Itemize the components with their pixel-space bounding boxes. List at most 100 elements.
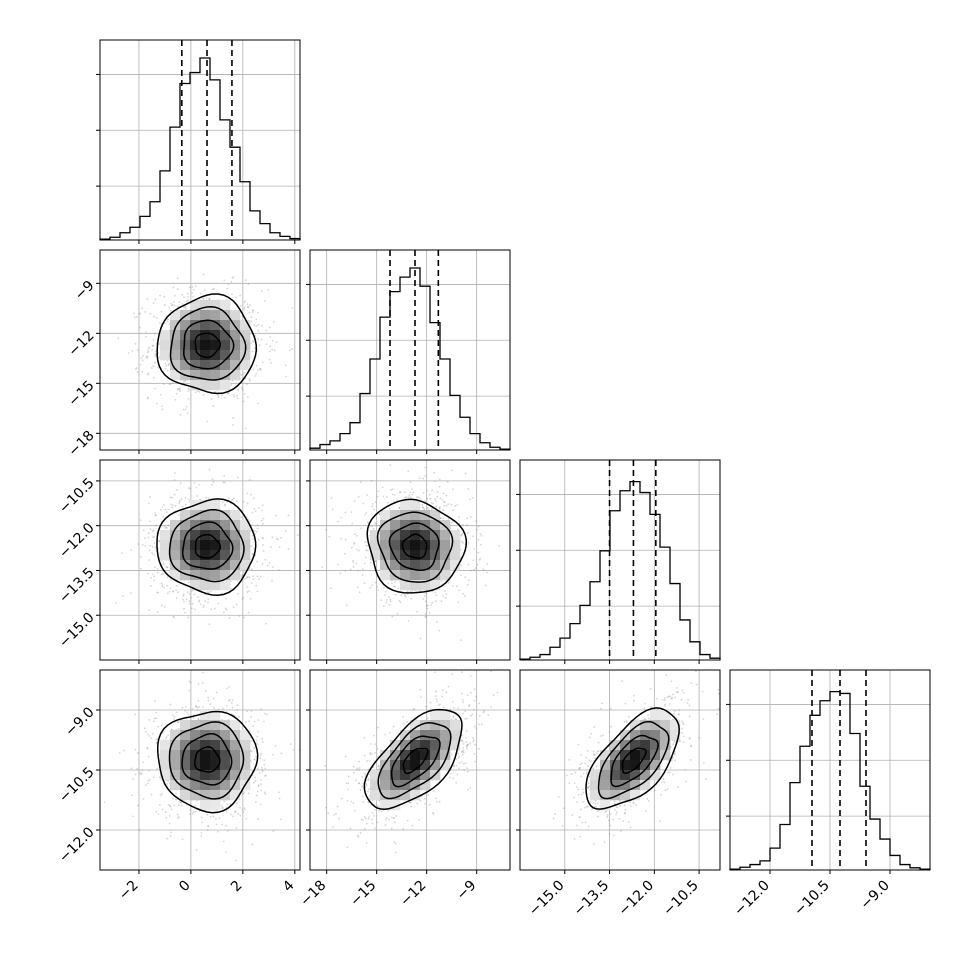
scatter-point <box>222 481 225 484</box>
scatter-point <box>176 813 179 816</box>
density-cell <box>240 330 251 341</box>
scatter-point <box>376 495 379 498</box>
scatter-point <box>170 304 173 307</box>
scatter-point <box>260 368 262 371</box>
scatter-point <box>466 532 469 534</box>
density-cell <box>630 730 641 741</box>
density-cell <box>180 540 191 551</box>
scatter-point <box>568 782 571 785</box>
scatter-point <box>375 523 377 526</box>
scatter-point <box>230 280 233 283</box>
histogram-bin <box>680 620 690 660</box>
scatter-point <box>467 541 470 544</box>
density-cell <box>230 530 241 541</box>
density-cell <box>600 750 611 761</box>
density-cell <box>400 580 411 591</box>
scatter-point <box>196 390 199 392</box>
scatter-point <box>582 791 585 794</box>
density-cell <box>160 330 171 341</box>
scatter-point <box>244 279 247 282</box>
scatter-point <box>256 527 259 530</box>
scatter-point <box>462 701 465 704</box>
scatter-point <box>458 589 460 592</box>
scatter-point <box>584 821 587 824</box>
scatter-point <box>672 773 674 776</box>
scatter-point <box>388 603 391 606</box>
scatter-point <box>484 584 487 587</box>
histogram-bin <box>770 848 780 870</box>
scatter-point <box>372 527 375 530</box>
scatter-point <box>353 500 356 502</box>
scatter-point <box>673 752 676 755</box>
scatter-point <box>411 488 414 491</box>
density-cell <box>640 780 651 791</box>
density-cell <box>220 570 231 581</box>
scatter-point <box>247 306 250 308</box>
scatter-point <box>271 579 273 582</box>
scatter-point <box>162 383 165 386</box>
density-cell <box>170 330 181 341</box>
scatter-point <box>240 516 242 519</box>
scatter-point <box>437 704 440 707</box>
scatter-point <box>418 477 421 480</box>
scatter-point <box>278 791 280 794</box>
scatter-point <box>206 420 209 423</box>
histogram-bin <box>190 73 200 240</box>
scatter-point <box>271 339 274 342</box>
scatter-point <box>580 808 582 811</box>
scatter-point <box>254 335 257 337</box>
density-cell <box>170 730 181 741</box>
density-cell <box>390 510 401 521</box>
scatter-point <box>147 779 149 782</box>
scatter-point <box>374 559 377 562</box>
scatter-point <box>473 760 476 763</box>
scatter-point <box>478 714 481 717</box>
scatter-point <box>184 611 186 614</box>
density-cell <box>640 720 651 731</box>
scatter-point <box>647 717 650 720</box>
scatter-point <box>424 475 427 477</box>
scatter-point <box>680 698 683 701</box>
scatter-point <box>170 808 173 811</box>
scatter-point <box>151 344 154 347</box>
density-cell <box>210 300 221 311</box>
scatter-point <box>388 818 390 821</box>
scatter-point <box>358 591 361 594</box>
scatter-point <box>462 762 465 765</box>
scatter-point <box>483 709 485 712</box>
x-tick-label: −10.5 <box>791 878 833 920</box>
scatter-point <box>429 708 432 711</box>
scatter-point <box>285 375 288 378</box>
scatter-point <box>416 496 419 499</box>
density-cell <box>420 580 431 591</box>
scatter-point <box>434 480 436 483</box>
scatter-point <box>577 793 580 796</box>
scatter-point <box>442 501 445 503</box>
scatter-point <box>241 575 243 578</box>
scatter-point <box>280 536 283 539</box>
scatter-point <box>252 308 255 311</box>
density-cell <box>210 520 221 531</box>
scatter-point <box>209 590 212 593</box>
scatter-point <box>262 543 264 546</box>
panel-frame <box>309 249 511 451</box>
density-cell <box>430 710 441 721</box>
scatter-point <box>673 753 676 756</box>
scatter-point <box>188 581 190 584</box>
scatter-point <box>661 698 664 701</box>
scatter-point <box>616 806 618 809</box>
scatter-point <box>175 596 178 599</box>
scatter-point <box>163 605 166 608</box>
scatter-point <box>430 604 433 606</box>
scatter-point <box>261 737 264 740</box>
scatter-point <box>140 556 142 558</box>
scatter-point <box>134 773 137 776</box>
scatter-point <box>134 368 137 371</box>
scatter-point <box>690 682 693 685</box>
density-cell <box>230 550 241 561</box>
density-cell <box>410 770 421 781</box>
scatter-point <box>411 589 414 592</box>
scatter-point <box>154 513 157 516</box>
scatter-point <box>272 830 275 833</box>
scatter-point <box>403 496 406 499</box>
